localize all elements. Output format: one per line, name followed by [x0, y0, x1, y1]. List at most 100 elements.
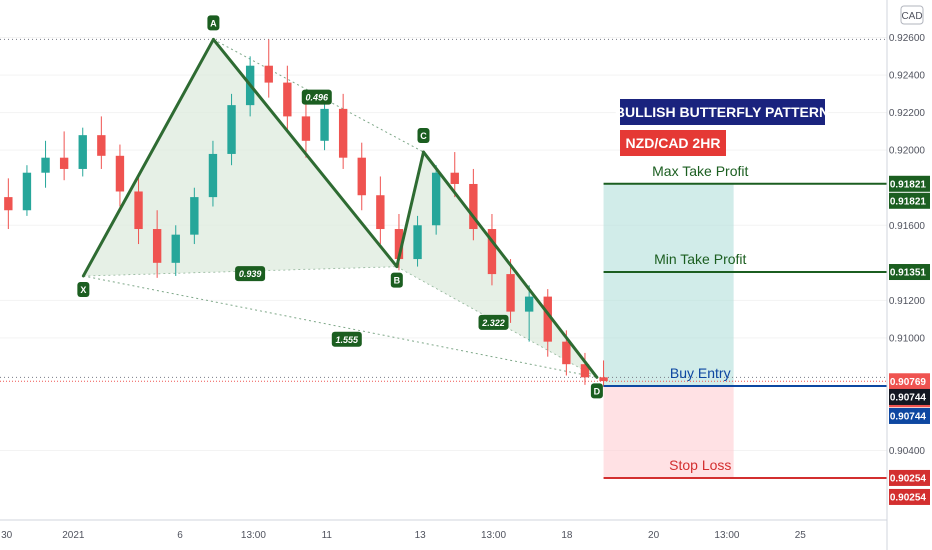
- candle: [283, 65, 292, 132]
- entry-badge-dark-text: 0.90744: [890, 392, 927, 403]
- candle: [4, 178, 13, 230]
- stop-loss-badge-2: [889, 488, 930, 505]
- x-tick-label: 13:00: [481, 530, 506, 541]
- point-badge: [390, 272, 403, 288]
- ratio-label: 0.496: [306, 93, 330, 103]
- candle-body: [59, 157, 69, 169]
- max-take-profit-badge-2: [889, 192, 930, 209]
- candle: [41, 140, 50, 188]
- candle: [22, 165, 32, 216]
- candle: [357, 142, 366, 211]
- pattern-leg: [211, 37, 399, 269]
- point-label: D: [594, 386, 601, 396]
- x-tick-label: 6: [177, 530, 183, 541]
- point-badge: [590, 383, 603, 399]
- candle-body: [394, 229, 404, 260]
- entry-badge-dark: [889, 388, 930, 405]
- candle-body: [562, 341, 571, 365]
- candle: [524, 285, 534, 342]
- point-label: X: [80, 285, 86, 295]
- loss-zone: [603, 385, 734, 478]
- candle: [97, 116, 106, 169]
- min-take-profit-badge-text: 0.91351: [890, 268, 927, 279]
- y-tick-label: 0.91600: [889, 221, 926, 232]
- candle: [599, 360, 608, 387]
- ratio-guide: [83, 275, 597, 378]
- chart-subtitle: NZD/CAD 2HR: [626, 135, 721, 151]
- x-tick-label: 13:00: [714, 530, 739, 541]
- price-badges: 0.918210.918210.913510.9076948:400.90744…: [889, 175, 930, 505]
- candle: [413, 215, 422, 267]
- x-tick-label: 13:00: [241, 530, 266, 541]
- y-tick-label: 0.92000: [889, 146, 926, 157]
- trade-zones: [603, 183, 734, 478]
- candle: [78, 127, 87, 177]
- x-tick-label: 25: [795, 530, 807, 541]
- candle-body: [376, 195, 385, 230]
- max-take-profit-badge-text: 0.91821: [890, 179, 927, 190]
- candle: [208, 140, 218, 207]
- candle: [580, 352, 590, 385]
- candle: [506, 259, 515, 323]
- candle-body: [208, 153, 218, 198]
- entry-badge: [889, 407, 930, 424]
- candle: [450, 152, 459, 198]
- candle-body: [469, 183, 478, 230]
- ratio-badge: [235, 266, 266, 282]
- x-axis-ticks: 30 2021 6 13:00 11 13 13:00 18 20 13:00 25: [1, 530, 806, 541]
- candle-body: [283, 82, 292, 117]
- profit-zone: [603, 183, 734, 386]
- price-levels: Max Take Profit Min Take Profit Buy Entry S…: [603, 163, 887, 479]
- point-badge: [77, 281, 90, 297]
- level-note: Stop Loss: [669, 457, 731, 473]
- candle: [190, 187, 199, 245]
- x-tick-label: 30: [1, 530, 13, 541]
- candle: [469, 168, 478, 241]
- candle-body: [431, 172, 441, 226]
- y-tick-label: 0.92400: [889, 71, 926, 82]
- x-tick-label: 2021: [62, 530, 85, 541]
- ratio-badge: [301, 89, 332, 105]
- level-note: Buy Entry: [670, 365, 731, 381]
- stop-loss-badge-2-text: 0.90254: [890, 492, 927, 503]
- ratio-label: 2.322: [481, 318, 505, 328]
- pattern-leg: [81, 37, 215, 278]
- y-tick-label: 0.90400: [889, 446, 926, 457]
- candle-body: [22, 172, 32, 211]
- candle-body: [134, 191, 143, 230]
- level-note: Max Take Profit: [652, 163, 748, 179]
- candle-body: [227, 105, 236, 154]
- candle-body: [320, 108, 329, 141]
- candle: [301, 101, 311, 158]
- y-axis-ticks: 0.92600 0.92400 0.92200 0.92000 0.91600 0.912…: [889, 33, 926, 457]
- stop-loss-badge-text: 0.90254: [890, 473, 927, 484]
- candle: [59, 131, 69, 181]
- candle-body: [78, 135, 87, 169]
- x-tick-label: 13: [415, 530, 427, 541]
- y-tick-label: 0.91200: [889, 296, 926, 307]
- candle-body: [338, 108, 348, 158]
- candle-body: [115, 155, 125, 192]
- entry-badge-text: 0.90744: [890, 411, 927, 422]
- y-tick-label: 0.92200: [889, 108, 926, 119]
- candle-body: [41, 157, 50, 173]
- x-tick-label: 18: [561, 530, 573, 541]
- candle-body: [524, 296, 534, 312]
- candle-body: [264, 65, 273, 83]
- candle-body: [413, 225, 422, 260]
- candle: [320, 97, 329, 151]
- candle-body: [450, 172, 459, 184]
- candle: [227, 93, 236, 166]
- subtitle-box: [620, 130, 726, 156]
- currency-badge[interactable]: [900, 5, 924, 25]
- candle: [264, 39, 273, 98]
- point-badge: [417, 128, 430, 144]
- min-take-profit-badge: [889, 264, 930, 281]
- candle-body: [599, 377, 608, 382]
- current-price-badge-text: 0.90769: [890, 377, 927, 388]
- candle-body: [543, 296, 552, 342]
- candle: [376, 176, 385, 245]
- candle: [171, 225, 180, 276]
- x-tick-label: 20: [648, 530, 660, 541]
